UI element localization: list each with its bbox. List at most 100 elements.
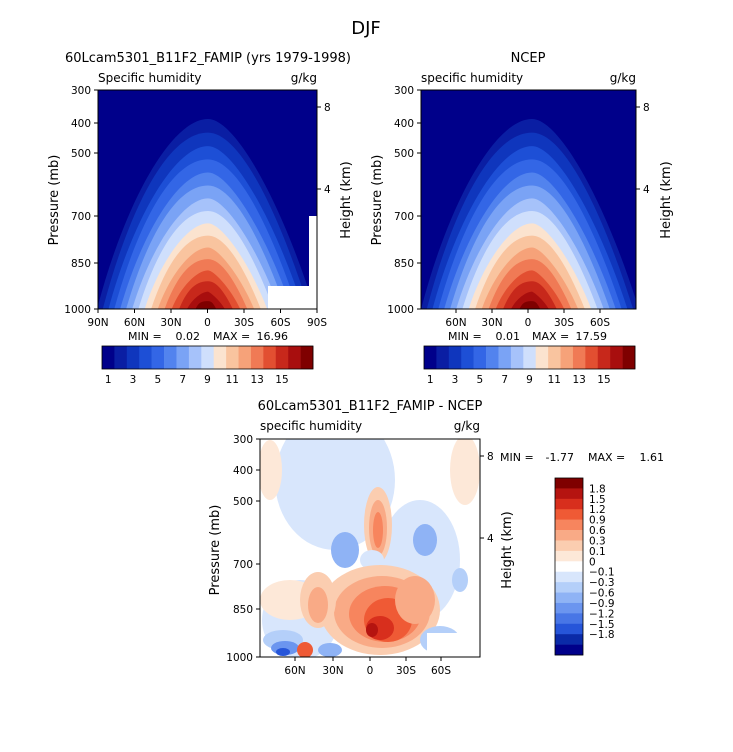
colorbar-swatch (201, 346, 215, 369)
colorbar-frame (554, 477, 584, 656)
colorbar-tick-label: 1 (427, 374, 434, 386)
y2-tick-label: 4 (643, 184, 650, 196)
contour-blob (395, 576, 435, 624)
colorbar-swatch (555, 561, 583, 573)
x-tick-label: 30N (481, 317, 502, 329)
colorbar-swatch (555, 634, 583, 645)
colorbar-swatch (610, 346, 623, 369)
colorbar-swatch (548, 346, 561, 369)
y-ticks: 300 400 500 700 850 1000 (387, 85, 421, 316)
contour-blob (452, 568, 468, 592)
contour-blob (331, 532, 359, 568)
x-ticks: 90N 60N 30N 0 30S 60S 90S (87, 309, 327, 329)
plot-area (421, 90, 636, 309)
contour-blob (413, 524, 437, 556)
missing-data-patch (268, 286, 317, 309)
contour-blob (450, 439, 480, 505)
colorbar-tick-label: −0.1 (589, 567, 615, 579)
x-tick-label: 90N (87, 317, 108, 329)
max-value: 1.61 (640, 451, 665, 464)
colorbar-swatch (555, 519, 583, 531)
y-tick-label: 400 (233, 465, 253, 477)
contour-band (187, 291, 225, 309)
y-tick-label: 500 (394, 148, 414, 160)
y-tick-label: 400 (394, 118, 414, 130)
colorbar-tick-label: 0 (589, 556, 596, 568)
x-tick-label: 60S (431, 665, 451, 677)
x-tick-label: 60N (124, 317, 145, 329)
y-tick-label: 300 (71, 85, 91, 97)
colorbar-swatch (555, 540, 583, 552)
panel-difference: 60Lcam5301_B11F2_FAMIP - NCEP specific h… (208, 399, 664, 677)
max-label: MAX = (213, 330, 250, 343)
colorbar-swatch (555, 644, 583, 656)
colorbar-tick-label: 5 (155, 374, 162, 386)
y-tick-label: 300 (233, 434, 253, 446)
x-tick-label: 90S (307, 317, 327, 329)
colorbar-swatch (436, 346, 450, 369)
colorbar-tick-label: 11 (548, 374, 561, 386)
y2-tick-label: 8 (643, 102, 650, 114)
colorbar-tick-label: 13 (250, 374, 263, 386)
y-tick-label: 500 (71, 148, 91, 160)
colorbar-swatch (555, 550, 583, 562)
colorbar-swatch (555, 478, 583, 489)
x-tick-label: 0 (204, 317, 211, 329)
colorbar-swatch (622, 346, 636, 369)
missing-data-patch (427, 633, 480, 657)
colorbar-swatch (473, 346, 487, 369)
y-tick-label: 500 (233, 496, 253, 508)
colorbar-tick-label: 11 (226, 374, 239, 386)
colorbar-frame (101, 345, 314, 370)
contour-blob (308, 587, 328, 623)
contour-band (519, 301, 541, 309)
missing-data-patch (309, 216, 317, 286)
colorbar-tick-label: 3 (130, 374, 137, 386)
colorbar: 1.81.51.20.90.60.30.10−0.1−0.3−0.6−0.9−1… (554, 477, 615, 656)
y-tick-label: 700 (394, 211, 414, 223)
panel-units: g/kg (454, 419, 480, 433)
plot-area (260, 439, 480, 657)
colorbar-tick-label: −0.3 (589, 577, 615, 589)
colorbar-swatch (275, 346, 289, 369)
x-tick-label: 60N (445, 317, 466, 329)
colorbar-swatch (597, 346, 611, 369)
x-tick-label: 60S (270, 317, 290, 329)
min-value: -1.77 (546, 451, 574, 464)
colorbar-swatch (139, 346, 152, 369)
y-tick-label: 1000 (64, 304, 91, 316)
colorbar-tick-label: 3 (452, 374, 459, 386)
colorbar-tick-label: −0.6 (589, 588, 615, 600)
y2-axis-label: Height (km) (500, 511, 515, 588)
y2-ticks: 84 (636, 102, 650, 196)
colorbar-swatch (560, 346, 574, 369)
panel-ncep: NCEP specific humidity g/kg 300400500700… (370, 51, 674, 386)
y-tick-label: 850 (394, 258, 414, 270)
colorbar-swatch (555, 498, 583, 510)
colorbar-swatch (126, 346, 140, 369)
colorbar-swatch (263, 346, 277, 369)
contour-band (511, 291, 549, 309)
contour-blob (373, 512, 383, 548)
y-tick-label: 1000 (387, 304, 414, 316)
y-tick-label: 850 (71, 258, 91, 270)
min-value: 0.02 (176, 330, 201, 343)
max-label: MAX = (588, 451, 625, 464)
max-value: 16.96 (257, 330, 289, 343)
x-tick-label: 60N (284, 665, 305, 677)
y-axis-label: Pressure (mb) (208, 505, 223, 596)
colorbar-tick-label: 13 (572, 374, 585, 386)
x-ticks: 60N 30N 0 30S 60S (284, 657, 451, 677)
colorbar-tick-label: 1.8 (589, 483, 606, 495)
contour-band (195, 301, 217, 309)
colorbar-tick-label: 0.9 (589, 515, 606, 527)
contour-blob (360, 550, 384, 570)
colorbar-swatch (288, 346, 301, 369)
colorbar-swatch (238, 346, 252, 369)
colorbar-swatch (486, 346, 499, 369)
colorbar-tick-label: 9 (526, 374, 533, 386)
x-tick-label: 30N (322, 665, 343, 677)
colorbar-swatch (555, 613, 583, 625)
colorbar-swatch (555, 602, 583, 614)
colorbar-tick-label: 1.5 (589, 494, 606, 506)
